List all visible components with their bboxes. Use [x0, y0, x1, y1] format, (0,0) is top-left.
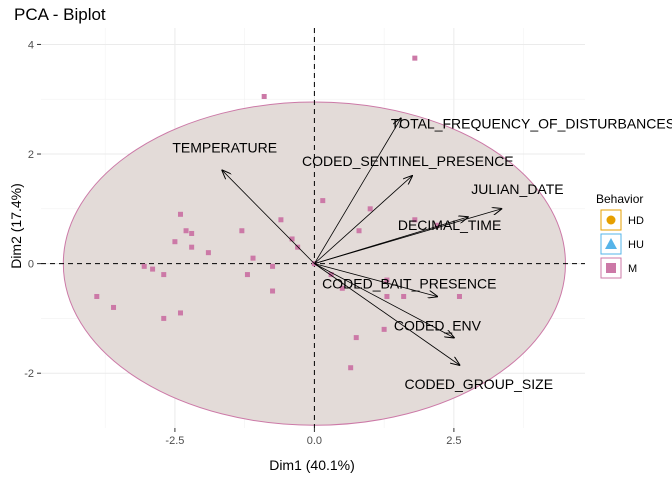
variable-arrow: [314, 263, 459, 365]
legend-marker-square: [606, 263, 616, 273]
y-axis-title: Dim2 (17.4%): [8, 183, 24, 269]
data-point: [289, 236, 295, 242]
data-point: [177, 211, 183, 217]
variable-arrow: [314, 263, 453, 338]
data-point: [381, 326, 387, 332]
data-point: [177, 310, 183, 316]
legend-marker-triangle: [605, 238, 617, 249]
data-point: [367, 206, 373, 212]
data-point: [384, 277, 390, 283]
variable-label: CODED_BAIT_PRESENCE: [322, 275, 496, 291]
variable-arrow: [314, 263, 437, 297]
chart-title: PCA - Biplot: [14, 5, 106, 24]
variable-label: CODED_GROUP_SIZE: [404, 376, 553, 392]
data-point: [94, 293, 100, 299]
variable-label: CODED_ENV: [394, 318, 482, 334]
data-point: [278, 217, 284, 223]
x-tick-label: 0.0: [307, 435, 322, 447]
data-point: [189, 230, 195, 236]
data-point: [141, 263, 147, 269]
legend: Behavior HD HU M: [596, 192, 644, 279]
variable-label: JULIAN_DATE: [471, 181, 563, 197]
legend-label: HU: [628, 239, 644, 251]
y-tick-label: 4: [28, 39, 34, 51]
data-point: [456, 293, 462, 299]
data-point: [150, 266, 156, 272]
legend-title: Behavior: [596, 192, 643, 206]
data-point: [205, 250, 211, 256]
data-point: [353, 335, 359, 341]
variable-arrow: [222, 170, 315, 264]
variable-label: TOTAL_FREQUENCY_OF_DISTURBANCES: [391, 115, 672, 131]
variable-arrow: [314, 176, 412, 264]
legend-marker-circle: [606, 215, 616, 225]
data-point: [384, 293, 390, 299]
data-point: [239, 228, 245, 234]
data-point: [172, 239, 178, 245]
data-point: [356, 228, 362, 234]
data-point: [261, 93, 267, 99]
data-point: [320, 198, 326, 204]
data-point: [270, 288, 276, 294]
data-point: [250, 255, 256, 261]
legend-label: HD: [628, 215, 644, 227]
data-point: [189, 244, 195, 250]
x-tick-label: -2.5: [165, 435, 184, 447]
x-tick-label: 2.5: [446, 435, 461, 447]
data-point: [111, 304, 117, 310]
data-point: [412, 217, 418, 223]
data-point: [270, 263, 276, 269]
data-point: [244, 272, 250, 278]
variable-label: CODED_SENTINEL_PRESENCE: [302, 153, 514, 169]
data-point: [348, 365, 354, 371]
y-tick-label: -2: [24, 368, 34, 380]
data-point: [161, 315, 167, 321]
data-point: [339, 285, 345, 291]
variable-label: DECIMAL_TIME: [398, 217, 501, 233]
legend-label: M: [628, 263, 637, 275]
y-tick-label: 0: [28, 259, 34, 271]
data-point: [161, 272, 167, 278]
y-tick-label: 2: [28, 149, 34, 161]
data-point: [328, 272, 334, 278]
variable-label: TEMPERATURE: [172, 139, 277, 155]
data-point: [183, 228, 189, 234]
data-point: [412, 55, 418, 61]
variable-arrow: [314, 118, 400, 264]
x-axis-title: Dim1 (40.1%): [269, 457, 355, 473]
data-point: [401, 293, 407, 299]
plot-panel: TOTAL_FREQUENCY_OF_DISTURBANCES TEMPERATU…: [41, 28, 672, 428]
variable-arrow: [314, 217, 467, 264]
data-point: [434, 222, 440, 228]
